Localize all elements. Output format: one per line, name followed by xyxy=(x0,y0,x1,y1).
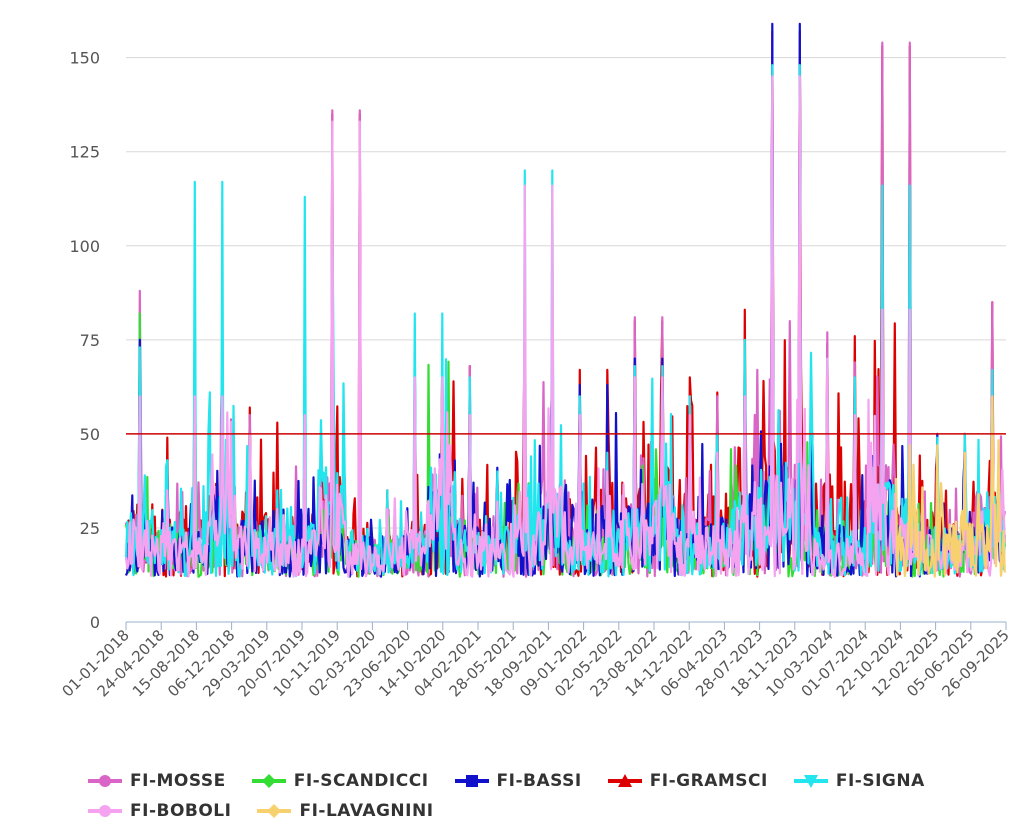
y-tick-label: 25 xyxy=(80,519,100,538)
legend-label: FI-MOSSE xyxy=(130,771,226,791)
x-axis: 01-01-201824-04-201815-08-201806-12-2018… xyxy=(58,621,1013,700)
series-line-fi-boboli xyxy=(124,75,1006,578)
y-axis-ticks: 0 25 50 75 100 125 150 xyxy=(69,49,100,632)
y-tick-label: 125 xyxy=(69,143,100,162)
plot-area xyxy=(124,22,1006,578)
y-tick-label: 0 xyxy=(90,613,100,632)
legend-label: FI-SCANDICCI xyxy=(293,771,429,791)
legend-marker-triangle-icon xyxy=(607,774,642,787)
series-line-fi-lavagnini xyxy=(894,395,1006,578)
legend-label: FI-GRAMSCI xyxy=(649,771,768,791)
legend-item-fi-lavagnini[interactable]: FI-LAVAGNINI xyxy=(257,801,433,821)
y-tick-label: 100 xyxy=(69,237,100,256)
legend-item-fi-scandicci[interactable]: FI-SCANDICCI xyxy=(251,771,429,791)
legend-item-fi-mosse[interactable]: FI-MOSSE xyxy=(88,771,226,791)
y-tick-label: 50 xyxy=(80,425,100,444)
legend-label: FI-SIGNA xyxy=(835,771,925,791)
legend-marker-diamond-icon xyxy=(257,804,292,818)
chart-svg: 0 25 50 75 100 125 150 01-01-201824-04-201815-… xyxy=(58,22,1013,700)
legend-marker-triangle-down-icon xyxy=(793,775,828,788)
legend-label: FI-BOBOLI xyxy=(130,801,232,821)
y-tick-label: 150 xyxy=(69,49,100,68)
legend: FI-MOSSE FI-SCANDICCI FI-BASSI FI-GRAMSC… xyxy=(88,766,988,826)
legend-item-fi-bassi[interactable]: FI-BASSI xyxy=(454,771,582,791)
legend-marker-circle-icon xyxy=(88,775,122,787)
legend-item-fi-gramsci[interactable]: FI-GRAMSCI xyxy=(607,771,768,791)
legend-item-fi-signa[interactable]: FI-SIGNA xyxy=(793,771,925,791)
legend-row-1: FI-MOSSE FI-SCANDICCI FI-BASSI FI-GRAMSC… xyxy=(88,766,988,796)
legend-marker-circle-icon xyxy=(88,805,122,817)
legend-marker-diamond-icon xyxy=(251,774,286,788)
legend-row-2: FI-BOBOLI FI-LAVAGNINI xyxy=(88,796,988,826)
legend-marker-square-icon xyxy=(454,775,489,787)
legend-item-fi-boboli[interactable]: FI-BOBOLI xyxy=(88,801,231,821)
legend-label: FI-BASSI xyxy=(496,771,582,791)
y-tick-label: 75 xyxy=(80,331,100,350)
legend-label: FI-LAVAGNINI xyxy=(299,801,434,821)
